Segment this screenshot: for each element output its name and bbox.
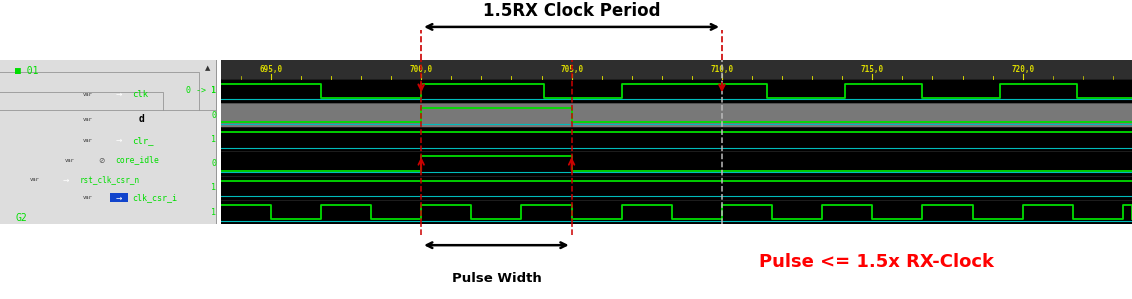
FancyBboxPatch shape <box>0 6 216 182</box>
Bar <box>221 152 1132 176</box>
Text: core_idle: core_idle <box>114 155 158 165</box>
Bar <box>221 79 1132 103</box>
Bar <box>93 155 111 165</box>
FancyBboxPatch shape <box>0 72 199 248</box>
Text: 0: 0 <box>212 159 216 168</box>
Text: 0 -> 1: 0 -> 1 <box>186 86 216 95</box>
Text: 705,0: 705,0 <box>560 65 583 74</box>
Text: 0: 0 <box>212 111 216 120</box>
Text: ■ 01: ■ 01 <box>16 66 38 76</box>
Text: var: var <box>83 92 93 97</box>
Text: 710,0: 710,0 <box>711 65 734 74</box>
Text: rst_clk_csr_n: rst_clk_csr_n <box>79 175 139 184</box>
FancyBboxPatch shape <box>0 52 216 228</box>
Bar <box>111 136 128 145</box>
Text: ▲: ▲ <box>205 65 211 71</box>
Text: var: var <box>83 117 93 121</box>
Text: 1: 1 <box>212 208 216 216</box>
Bar <box>5 107 207 130</box>
Text: 1.5RX Clock Period: 1.5RX Clock Period <box>483 2 660 20</box>
Text: 1: 1 <box>212 183 216 192</box>
Text: var: var <box>83 138 93 143</box>
Text: →: → <box>115 136 122 145</box>
Text: clk: clk <box>132 90 148 99</box>
Text: d: d <box>139 114 145 124</box>
Bar <box>221 60 1132 79</box>
Text: 700,0: 700,0 <box>410 65 432 74</box>
FancyBboxPatch shape <box>0 110 216 286</box>
Text: 1: 1 <box>212 135 216 144</box>
Text: var: var <box>83 196 93 200</box>
Text: G2: G2 <box>16 213 27 223</box>
Text: 695,0: 695,0 <box>259 65 282 74</box>
Text: var: var <box>29 177 40 182</box>
FancyBboxPatch shape <box>0 31 216 207</box>
Bar <box>221 103 1132 127</box>
Text: Pulse <= 1.5x RX-Clock: Pulse <= 1.5x RX-Clock <box>760 253 994 271</box>
Bar <box>221 127 1132 152</box>
FancyBboxPatch shape <box>0 92 163 268</box>
Text: clk_csr_i: clk_csr_i <box>132 193 178 202</box>
Bar <box>221 176 1132 200</box>
Text: Pulse Width: Pulse Width <box>452 271 541 285</box>
Bar <box>111 115 128 123</box>
Text: ⊘: ⊘ <box>98 155 105 165</box>
Bar <box>221 200 1132 224</box>
Text: var: var <box>66 158 75 163</box>
Bar <box>111 193 128 202</box>
Text: 1: 1 <box>212 86 216 95</box>
Bar <box>200 66 214 80</box>
Text: →: → <box>63 175 69 184</box>
Text: 720,0: 720,0 <box>1011 65 1035 74</box>
Text: →: → <box>115 193 122 202</box>
Text: clr_: clr_ <box>132 136 154 145</box>
Bar <box>111 90 128 99</box>
Text: →: → <box>115 90 122 99</box>
Text: 715,0: 715,0 <box>860 65 884 74</box>
Bar <box>200 63 214 221</box>
Bar <box>58 175 75 184</box>
